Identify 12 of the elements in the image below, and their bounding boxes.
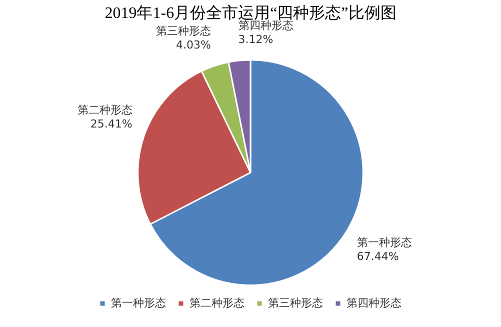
legend-label: 第三种形态 <box>268 296 323 310</box>
legend-label: 第一种形态 <box>111 296 166 310</box>
data-label: 4.03% <box>176 38 211 52</box>
legend-label: 第二种形态 <box>190 296 244 310</box>
slice-label: 第二种形态 <box>77 103 132 116</box>
data-label: 67.44% <box>356 250 399 263</box>
data-label: 25.41% <box>90 117 132 130</box>
slice-label: 第一种形态 <box>356 236 412 249</box>
slice-label: 第三种形态 <box>156 24 211 38</box>
slice-label: 第四种形态 <box>238 18 294 32</box>
legend-label: 第四种形态 <box>346 296 402 310</box>
data-label: 3.12% <box>238 32 274 46</box>
